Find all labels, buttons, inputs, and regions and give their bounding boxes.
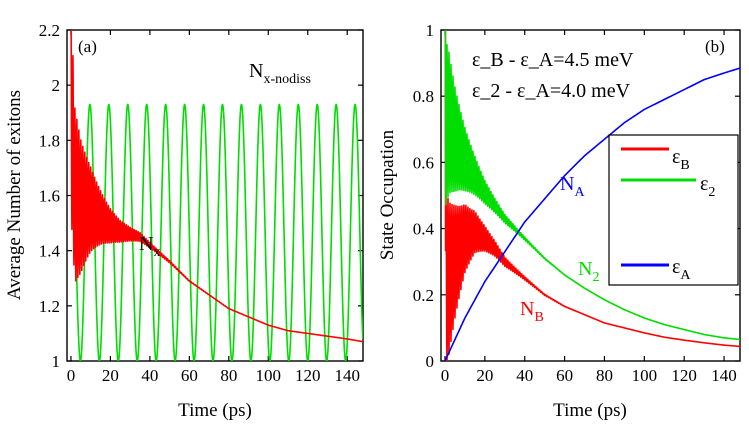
x-tick-label-a-100: 100 (256, 366, 282, 385)
panel-a-ylabel: Average Number of exitons (4, 90, 25, 300)
x-tick-label-a-80: 80 (220, 366, 237, 385)
x-tick-label-a-60: 60 (181, 366, 198, 385)
y-tick-label-a-2.2: 2.2 (39, 21, 60, 40)
y-tick-label-a-1.6: 1.6 (39, 187, 60, 206)
panel-b-ylabel: State Occupation (377, 129, 398, 260)
y-tick-label-b-0.4: 0.4 (413, 220, 435, 239)
panel-b-frame (440, 29, 741, 362)
y-tick-label-a-1.4: 1.4 (39, 242, 61, 261)
panel-a-ticks: 0 20 40 60 80 100 120 140 1 1.2 1.4 1.6 1.8 2 2.2 (39, 21, 363, 385)
panel-b-ticks: 0 20 40 60 80 100 120 140 0 0.2 0.4 0.6 0.8 1 (413, 21, 740, 385)
legend-box (608, 134, 739, 286)
y-tick-label-a-1.2: 1.2 (39, 297, 60, 316)
panel-b-label: (b) (705, 37, 725, 56)
y-tick-label-b-1: 1 (426, 21, 435, 40)
curve-label-na: NA (560, 173, 585, 200)
x-tick-label-a-120: 120 (295, 366, 321, 385)
series-b-blue (444, 67, 740, 361)
series-a-red (70, 30, 363, 343)
energy-diff-2-a: ε_2 - ε_A=4.0 meV (472, 80, 631, 102)
legend-label-eb: εB (672, 146, 690, 173)
legend: εB ε2 εA (608, 134, 739, 286)
panel-a-label: (a) (78, 37, 97, 56)
y-tick-label-b-0.6: 0.6 (413, 153, 434, 172)
x-tick-label-b-80: 80 (596, 366, 613, 385)
energy-diff-b-a: ε_B - ε_A=4.5 meV (472, 49, 634, 71)
x-tick-label-a-40: 40 (141, 366, 158, 385)
x-tick-label-b-140: 140 (711, 366, 737, 385)
annotation-nx: Nx (139, 233, 160, 260)
x-tick-label-a-140: 140 (334, 366, 360, 385)
x-tick-label-b-60: 60 (556, 366, 573, 385)
x-tick-label-a-0: 0 (67, 366, 76, 385)
panel-b-series (444, 30, 740, 361)
curve-label-nb: NB (520, 298, 544, 325)
panel-b-xlabel: Time (ps) (553, 400, 627, 421)
x-tick-label-b-40: 40 (516, 366, 533, 385)
x-tick-label-b-100: 100 (632, 366, 658, 385)
x-tick-label-a-20: 20 (102, 366, 119, 385)
series-b-green (444, 30, 740, 341)
y-tick-label-a-1: 1 (52, 352, 61, 371)
y-tick-label-a-2: 2 (52, 76, 61, 95)
panel-a-series (70, 30, 363, 361)
series-b-red (444, 30, 740, 361)
y-tick-label-b-0.8: 0.8 (413, 87, 434, 106)
x-tick-label-b-0: 0 (441, 366, 450, 385)
legend-label-ea: εA (672, 256, 691, 283)
y-tick-label-a-1.8: 1.8 (39, 131, 60, 150)
y-tick-label-b-0.2: 0.2 (413, 286, 434, 305)
panel-a-xlabel: Time (ps) (178, 400, 252, 421)
y-tick-label-b-0: 0 (426, 352, 435, 371)
series-a-green (70, 103, 363, 361)
curve-label-n2: N2 (578, 258, 599, 285)
legend-label-e2: ε2 (700, 173, 715, 200)
annotation-nx-nodiss: Nx-nodiss (249, 60, 311, 87)
x-tick-label-b-20: 20 (476, 366, 493, 385)
x-tick-label-b-120: 120 (671, 366, 697, 385)
panel-b: 0 20 40 60 80 100 120 140 0 0.2 0.4 0.6 0.8 1 (b) Tim… (377, 21, 741, 421)
